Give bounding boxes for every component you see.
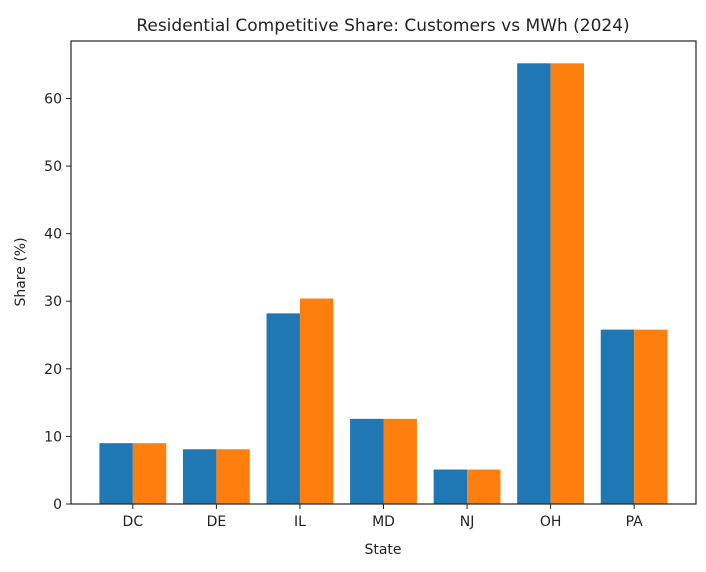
y-tick-label: 10 — [44, 429, 62, 445]
bar-dc-series-1 — [99, 443, 133, 504]
bar-nj-series-2 — [467, 469, 501, 504]
x-tick-label: IL — [294, 514, 306, 530]
bar-pa-series-2 — [634, 329, 668, 504]
bar-oh-series-1 — [517, 63, 551, 504]
x-tick-label: DE — [207, 514, 227, 530]
bar-oh-series-2 — [550, 63, 585, 504]
bar-il-series-1 — [266, 313, 300, 504]
x-tick-label: NJ — [460, 514, 475, 530]
bar-de-series-1 — [182, 449, 217, 504]
x-tick-label: DC — [123, 514, 144, 530]
bar-dc-series-2 — [132, 443, 167, 504]
bar-nj-series-1 — [433, 469, 468, 504]
y-axis-label: Share (%) — [13, 237, 29, 306]
y-tick-label: 30 — [44, 294, 62, 310]
x-tick-label: PA — [626, 514, 644, 530]
y-tick-label: 0 — [53, 497, 62, 513]
y-tick-label: 20 — [44, 362, 62, 378]
x-axis-label: State — [364, 542, 401, 558]
y-tick-label: 50 — [44, 159, 62, 175]
bar-md-series-1 — [350, 418, 384, 504]
x-tick-label: OH — [540, 514, 562, 530]
chart-title: Residential Competitive Share: Customers… — [136, 16, 629, 36]
bar-pa-series-1 — [600, 329, 635, 504]
bar-il-series-2 — [299, 298, 334, 504]
x-tick-label: MD — [372, 514, 395, 530]
bar-md-series-2 — [383, 418, 417, 504]
y-tick-label: 40 — [44, 227, 62, 243]
bar-de-series-2 — [216, 449, 250, 504]
y-tick-label: 60 — [44, 91, 62, 107]
